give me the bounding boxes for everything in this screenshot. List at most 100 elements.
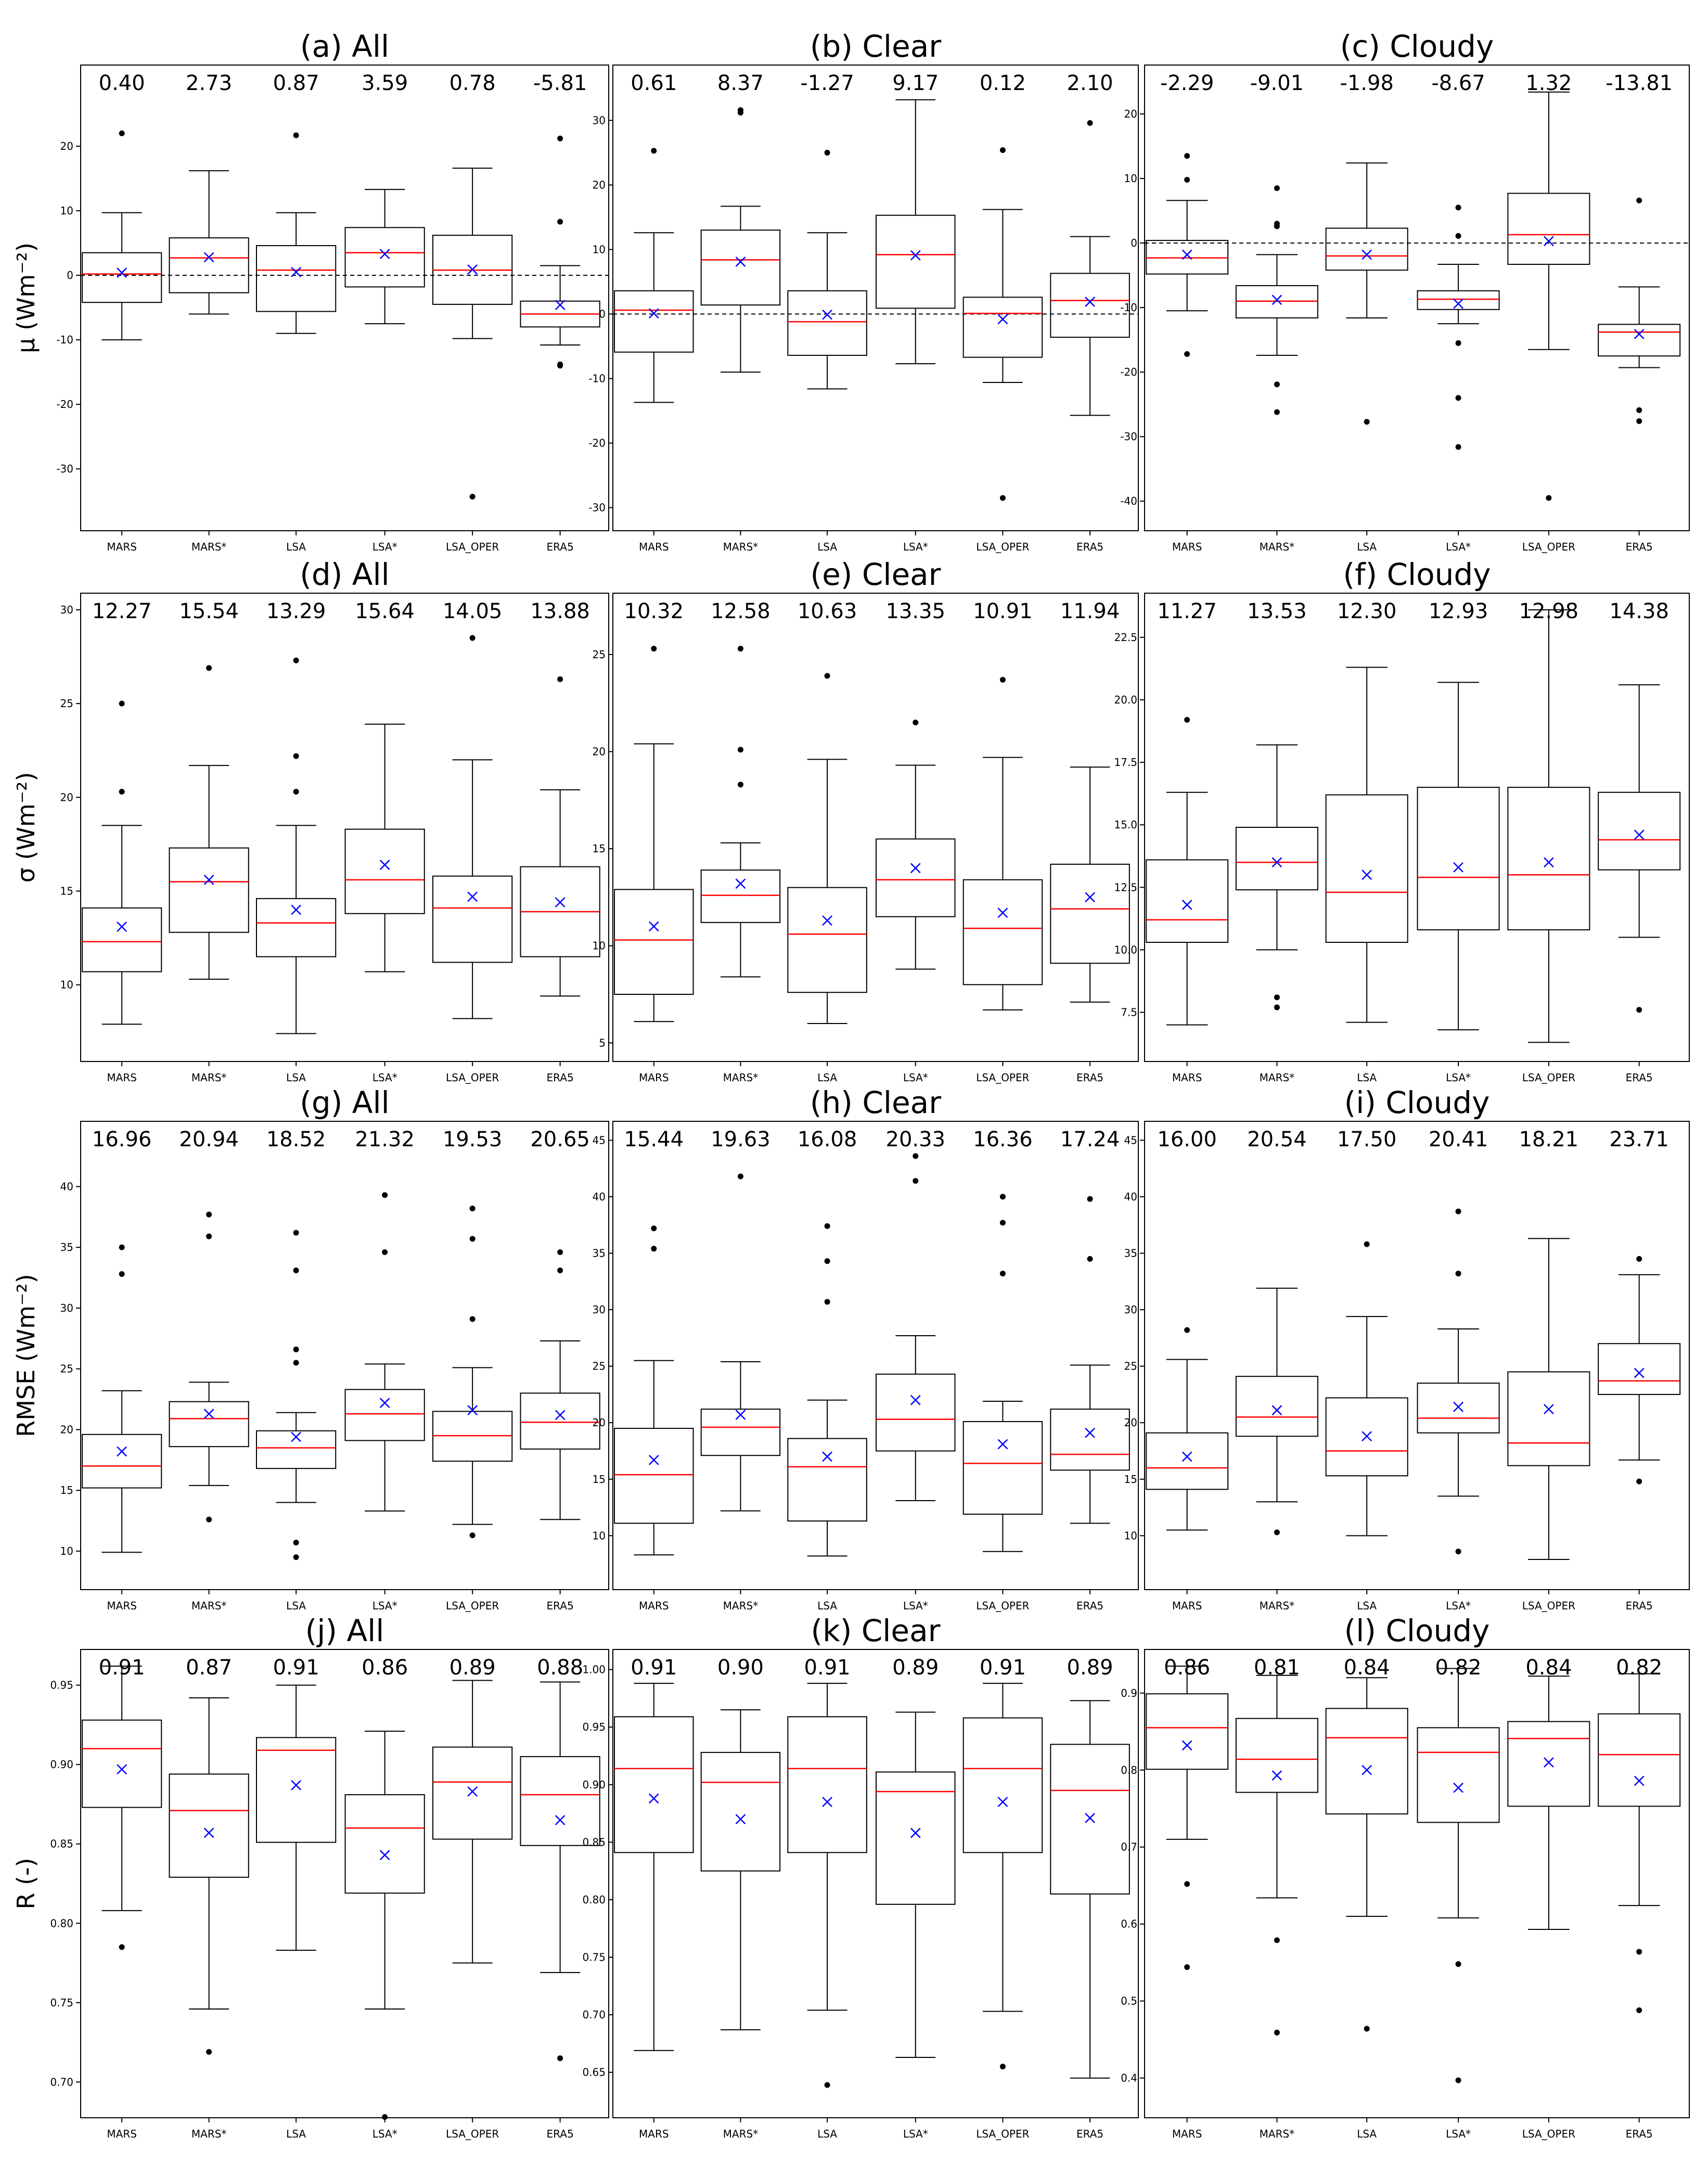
outlier-point [293, 1554, 299, 1560]
panel-10-xtick-label: LSA* [903, 2128, 928, 2140]
panel-6-title: (g) All [300, 1085, 389, 1120]
panel-8-box-LSA_OPER [1507, 1238, 1590, 1560]
outlier-point [1087, 1196, 1093, 1202]
panel-7-box-MARS* [700, 1173, 781, 1512]
iqr-box [169, 847, 249, 933]
panel-1-box-LSA_OPER [962, 147, 1043, 501]
panel-6: (g) All 10 15 20 25 30 35 40 MARS MARS* LSA LSA* LSA… [60, 1085, 609, 1612]
iqr-box [1325, 227, 1408, 271]
panel-0-stat-MARS: 0.40 [99, 71, 145, 95]
panel-11-ytick-label: 0.7 [1121, 1841, 1137, 1853]
outlier-point [293, 1540, 299, 1546]
iqr-box [1325, 1708, 1408, 1815]
panel-0-ytick-label: 20 [60, 140, 73, 152]
iqr-box [1146, 1432, 1229, 1490]
mean-marker [1182, 1740, 1192, 1751]
panel-8-ytick-label: 20 [1124, 1416, 1137, 1429]
panel-8-xtick-label: MARS [1172, 1600, 1202, 1612]
outlier-point [1636, 2007, 1642, 2013]
panel-5-xtick-label: LSA [1357, 1071, 1377, 1084]
panel-7-xtick-label: ERA5 [1076, 1600, 1103, 1612]
panel-8-frame [1144, 1121, 1690, 1590]
panel-1-xtick-label: LSA* [903, 541, 928, 553]
panel-11-xtick-label: LSA* [1446, 2128, 1471, 2140]
panel-3: (d) All 10 15 20 25 30 MARS MARS* LSA LSA* LSA_OPE… [60, 557, 609, 1084]
panel-10-xtick-label: MARS* [723, 2128, 759, 2140]
outlier-point [293, 789, 299, 795]
panel-10-ytick-label: 0.65 [582, 2066, 606, 2079]
panel-10-ytick-label: 1.00 [582, 1664, 606, 1676]
outlier-point [1455, 1549, 1461, 1555]
panel-6-xtick-label: LSA_OPER [446, 1600, 499, 1612]
panel-4: (e) Clear 5 10 15 20 25 MARS MARS* LSA LSA* LSA_OP… [593, 557, 1139, 1084]
panel-2-frame [1144, 65, 1690, 531]
panel-7-ytick-label: 40 [593, 1191, 606, 1203]
iqr-box [700, 1409, 781, 1456]
outlier-point [119, 1271, 125, 1277]
panel-2-box-LSA* [1417, 204, 1500, 450]
iqr-box [1417, 1383, 1500, 1434]
panel-7-stat-LSA: 16.08 [798, 1128, 857, 1152]
panel-6-stat-LSA: 18.52 [266, 1128, 326, 1152]
outlier-point [1274, 2029, 1280, 2036]
iqr-box [82, 907, 162, 973]
panel-11-ytick-label: 0.9 [1121, 1687, 1137, 1699]
panel-8-box-ERA5 [1598, 1256, 1681, 1485]
outlier-point [293, 1346, 299, 1352]
iqr-box [1598, 1713, 1681, 1807]
panel-1-frame [612, 65, 1139, 531]
panel-4-stat-MARS*: 12.58 [711, 599, 770, 623]
outlier-point [1455, 204, 1461, 211]
mean-marker [910, 1394, 921, 1405]
mean-marker [203, 252, 214, 263]
panel-4-xtick-label: LSA* [903, 1071, 928, 1084]
mean-marker [822, 915, 832, 926]
panel-6-ytick-label: 30 [60, 1302, 73, 1314]
panel-4-ytick-label: 5 [599, 1037, 606, 1049]
panel-4-ytick-label: 25 [593, 648, 606, 661]
panel-4-xtick-label: MARS [639, 1071, 669, 1084]
iqr-box [520, 1392, 600, 1450]
outlier-point [1184, 1881, 1190, 1887]
panel-6-stat-MARS: 16.96 [92, 1128, 152, 1152]
outlier-point [206, 1211, 212, 1218]
outlier-point [1636, 1256, 1642, 1262]
iqr-box [1507, 1371, 1590, 1466]
panel-10-box-ERA5 [1050, 1700, 1130, 2079]
panel-4-box-MARS [614, 646, 694, 1022]
panel-2-stat-LSA: -1.98 [1340, 71, 1394, 95]
panel-7-frame [612, 1121, 1139, 1590]
mean-marker [1362, 1431, 1372, 1442]
iqr-box [1050, 1409, 1130, 1471]
panel-3-frame [80, 593, 609, 1062]
outlier-point [651, 1246, 657, 1252]
panel-5-box-LSA_OPER [1507, 609, 1590, 1043]
outlier-point [1274, 223, 1280, 229]
panel-1-xtick-label: ERA5 [1076, 541, 1103, 553]
panel-10-title: (k) Clear [811, 1613, 941, 1648]
iqr-box [255, 245, 337, 312]
panel-9-ytick-label: 0.75 [50, 1997, 73, 2009]
panel-0-xtick-label: ERA5 [547, 541, 574, 553]
mean-marker [203, 1827, 214, 1838]
panel-3-box-LSA [255, 657, 337, 1034]
panel-5-ytick-label: 12.5 [1114, 881, 1137, 893]
outlier-point [1455, 444, 1461, 450]
panel-7-ytick-label: 20 [593, 1416, 606, 1429]
panel-2-ytick-label: -10 [1120, 301, 1137, 314]
panel-8-box-MARS* [1235, 1287, 1318, 1536]
panel-6-frame [80, 1121, 609, 1590]
panel-6-box-MARS* [169, 1211, 249, 1522]
panel-2-ytick-label: -30 [1120, 430, 1137, 443]
outlier-point [206, 1233, 212, 1239]
panel-7-title: (h) Clear [810, 1085, 941, 1120]
mean-marker [822, 1451, 832, 1462]
panel-10-ytick-label: 0.75 [582, 1951, 606, 1964]
iqr-box [1050, 1744, 1130, 1895]
iqr-box [1507, 1721, 1590, 1807]
panel-1-box-MARS* [700, 107, 781, 373]
panel-5-stat-MARS*: 13.53 [1247, 599, 1307, 623]
outlier-point [1087, 1256, 1093, 1262]
iqr-box [82, 1719, 162, 1808]
